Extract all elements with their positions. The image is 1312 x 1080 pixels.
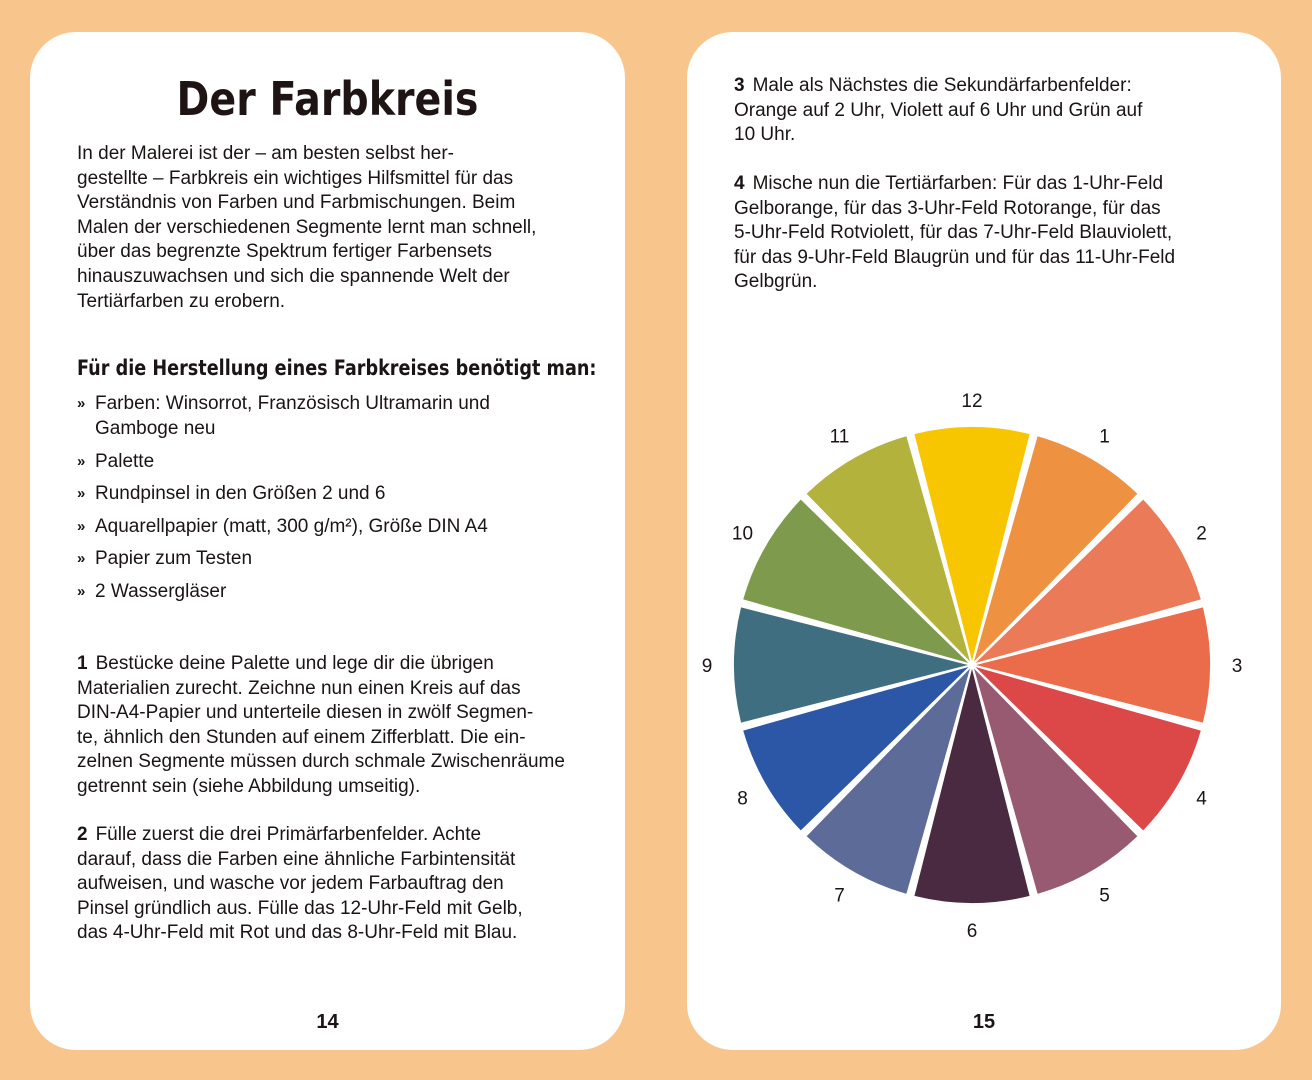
- materials-heading: Für die Herstellung eines Farbkreises be…: [77, 356, 597, 380]
- intro-paragraph: In der Malerei ist der – am besten selbs…: [77, 142, 536, 314]
- step-4: 4 Mische nun die Tertiärfarben: Für das 1…: [734, 172, 1175, 295]
- list-item: » Farben: Winsorrot, Französisch Ultramar…: [77, 391, 490, 416]
- text-line: Bestücke deine Palette und lege dir die …: [95, 653, 494, 674]
- list-item: » 2 Wassergläser: [77, 579, 490, 604]
- step-number: 1: [77, 653, 88, 674]
- text-line: Gelbgrün.: [734, 271, 818, 293]
- list-item: » Papier zum Testen: [77, 546, 490, 571]
- list-item-text: Rundpinsel in den Größen 2 und 6: [95, 483, 386, 504]
- text-line: über das begrenzte Spektrum fertiger Far…: [77, 241, 493, 263]
- list-item-text: Gamboge neu: [95, 418, 216, 439]
- hour-label: 8: [737, 789, 748, 810]
- hour-label: 5: [1099, 885, 1110, 906]
- list-item: » Rundpinsel in den Größen 2 und 6: [77, 481, 490, 506]
- step-3: 3 Male als Nächstes die Sekundärfarbenfel…: [734, 74, 1142, 148]
- hour-label: 7: [834, 885, 845, 906]
- hour-label: 6: [967, 921, 978, 942]
- text-line: hinauszuwachsen und sich die spannende W…: [77, 265, 510, 287]
- hour-label: 11: [830, 427, 850, 448]
- right-page: 3 Male als Nächstes die Sekundärfarbenfel…: [687, 32, 1281, 1050]
- step-2: 2 Fülle zuerst die drei Primärfarbenfelde…: [77, 823, 523, 946]
- text-line: darauf, dass die Farben eine ähnliche Fa…: [77, 848, 516, 870]
- text-line: Male als Nächstes die Sekundärfarbenfeld…: [752, 75, 1132, 96]
- text-line: für das 9-Uhr-Feld Blaugrün und für das …: [734, 246, 1176, 268]
- left-page: Der Farbkreis In der Malerei ist der – a…: [30, 32, 625, 1050]
- step-1: 1 Bestücke deine Palette und lege dir die…: [77, 652, 565, 800]
- materials-list: » Farben: Winsorrot, Französisch Ultramar…: [77, 391, 490, 611]
- step-number: 2: [77, 824, 88, 845]
- hour-label: 9: [702, 656, 713, 677]
- text-line: Verständnis von Farben und Farbmischunge…: [77, 192, 516, 214]
- bullet-icon: »: [77, 517, 86, 535]
- list-item-continuation: Gamboge neu: [77, 416, 490, 441]
- text-line: 10 Uhr.: [734, 124, 796, 146]
- bullet-icon: »: [77, 485, 86, 502]
- bullet-icon: »: [77, 395, 86, 412]
- text-line: das 4-Uhr-Feld mit Rot und das 8-Uhr-Fel…: [77, 922, 518, 944]
- wheel-segment-1: [974, 436, 1138, 662]
- bullet-icon: »: [77, 452, 86, 470]
- text-line: Malen der verschiedenen Segmente lernt m…: [77, 216, 537, 238]
- wheel-segment-4: [975, 667, 1201, 831]
- text-line: getrennt sein (siehe Abbildung umseitig)…: [77, 775, 421, 797]
- bullet-icon: »: [77, 582, 86, 600]
- wheel-segment-8: [743, 667, 969, 831]
- hour-label: 10: [732, 524, 753, 545]
- list-item-text: Farben: Winsorrot, Französisch Ultramari…: [95, 393, 490, 414]
- hour-label: 12: [961, 391, 982, 412]
- text-line: gestellte – Farbkreis ein wichtiges Hilf…: [77, 167, 514, 189]
- text-line: DIN-A4-Papier und unterteile diesen in z…: [77, 702, 534, 724]
- step-number: 3: [734, 75, 745, 96]
- wheel-segment-2: [975, 499, 1201, 663]
- page-number: 14: [316, 1011, 339, 1033]
- text-line: Fülle zuerst die drei Primärfarbenfelder…: [95, 824, 482, 845]
- list-item: » Palette: [77, 449, 490, 474]
- page-title: Der Farbkreis: [176, 72, 479, 126]
- text-line: 5-Uhr-Feld Rotviolett, für das 7-Uhr-Fel…: [734, 222, 1173, 244]
- text-line: Tertiärfarben zu erobern.: [77, 290, 286, 312]
- text-line: Orange auf 2 Uhr, Violett auf 6 Uhr und …: [734, 99, 1143, 121]
- list-item-text: Aquarellpapier (matt, 300 g/m²), Größe D…: [95, 515, 488, 537]
- wheel-segment-5: [974, 668, 1138, 894]
- wheel-segment-12: [914, 427, 1030, 661]
- text-line: zelnen Segmente müssen durch schmale Zwi…: [77, 751, 565, 773]
- hour-label: 1: [1099, 427, 1110, 448]
- text-line: Gelborange, für das 3-Uhr-Feld Rotorange…: [734, 197, 1161, 219]
- text-line: aufweisen, und wasche vor jedem Farbauft…: [77, 873, 504, 895]
- page-number: 15: [972, 1011, 996, 1033]
- wheel-segment-3: [976, 607, 1210, 723]
- list-item-text: Palette: [95, 450, 155, 472]
- hour-label: 4: [1196, 789, 1207, 810]
- wheel-segment-10: [743, 499, 969, 663]
- bullet-icon: »: [77, 550, 86, 567]
- step-number: 4: [734, 173, 745, 194]
- text-line: te, ähnlich den Stunden auf einem Ziffer…: [77, 726, 526, 748]
- hour-label: 2: [1196, 524, 1207, 545]
- text-line: Materialien zurecht. Zeichne nun einen K…: [77, 677, 521, 699]
- text-line: In der Malerei ist der – am besten selbs…: [77, 143, 455, 164]
- text-line: Mische nun die Tertiärfarben: Für das 1-…: [752, 173, 1164, 194]
- hour-label: 3: [1232, 656, 1243, 677]
- wheel-segment-11: [806, 436, 970, 662]
- list-item-text: Papier zum Testen: [95, 548, 253, 569]
- wheel-segment-7: [806, 668, 970, 894]
- list-item: » Aquarellpapier (matt, 300 g/m²), Größe …: [77, 514, 490, 539]
- text-line: Pinsel gründlich aus. Fülle das 12-Uhr-F…: [77, 897, 523, 919]
- list-item-text: 2 Wassergläser: [95, 580, 227, 602]
- wheel-segment-9: [734, 607, 968, 723]
- wheel-segment-6: [914, 669, 1030, 903]
